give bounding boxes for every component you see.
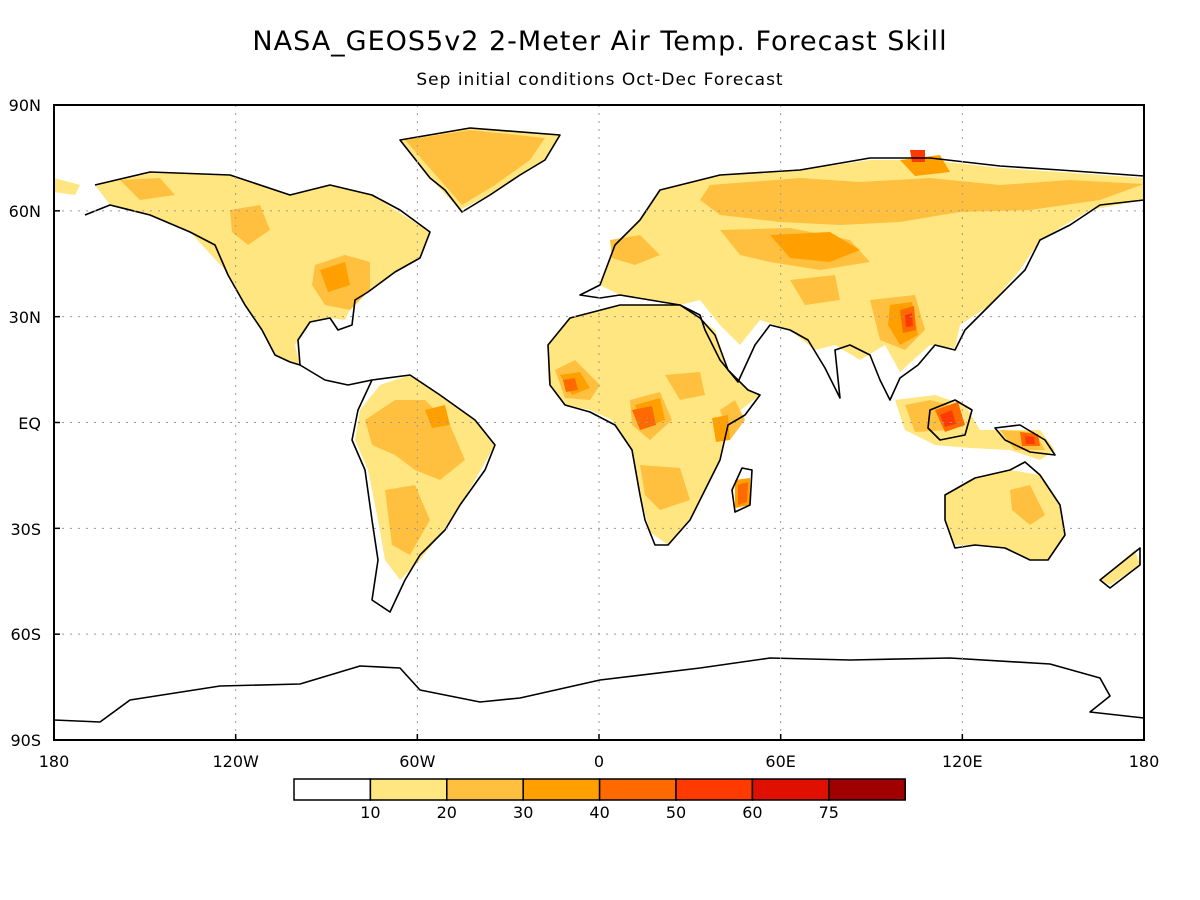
colorbar-swatch-3 bbox=[522, 778, 601, 801]
colorbar: 10 20 30 40 50 60 75 bbox=[293, 778, 906, 822]
coast-new-zealand bbox=[1099, 547, 1141, 589]
lon-labels: 180 120W 60W 0 60E 120E 180 bbox=[39, 752, 1160, 771]
coast-borneo bbox=[927, 399, 973, 441]
lon-label-60w: 60W bbox=[399, 752, 435, 771]
lat-label-eq: EQ bbox=[18, 414, 41, 433]
coast-australia bbox=[944, 461, 1066, 561]
colorbar-label-4: 50 bbox=[666, 803, 686, 822]
lat-label-90s: 90S bbox=[10, 731, 41, 750]
colorbar-label-6: 75 bbox=[819, 803, 839, 822]
colorbar-label-5: 60 bbox=[742, 803, 762, 822]
colorbar-label-0: 10 bbox=[360, 803, 380, 822]
colorbar-swatch-4 bbox=[598, 778, 677, 801]
colorbar-label-3: 40 bbox=[589, 803, 609, 822]
lon-label-180e: 180 bbox=[1129, 752, 1160, 771]
lon-label-0: 0 bbox=[594, 752, 604, 771]
coastlines bbox=[54, 127, 1144, 723]
coast-africa bbox=[547, 304, 761, 546]
coast-greenland bbox=[399, 127, 561, 213]
graticule bbox=[54, 105, 1144, 740]
lon-label-120w: 120W bbox=[212, 752, 259, 771]
lat-label-90n: 90N bbox=[9, 96, 41, 115]
lat-label-30n: 30N bbox=[9, 308, 41, 327]
lat-label-60s: 60S bbox=[10, 625, 41, 644]
coast-antarctica bbox=[54, 657, 1144, 723]
lon-label-120e: 120E bbox=[942, 752, 983, 771]
coast-north-america bbox=[84, 171, 431, 366]
map-title: NASA_GEOS5v2 2-Meter Air Temp. Forecast … bbox=[252, 26, 948, 57]
colorbar-swatch-7 bbox=[828, 778, 906, 801]
colorbar-swatch-6 bbox=[751, 778, 830, 801]
lat-label-60n: 60N bbox=[9, 202, 41, 221]
colorbar-swatch-0 bbox=[293, 778, 372, 801]
lon-label-60e: 60E bbox=[765, 752, 795, 771]
coast-south-america bbox=[351, 374, 496, 613]
lat-label-30s: 30S bbox=[10, 520, 41, 539]
axis-ticks bbox=[54, 104, 964, 740]
coast-new-guinea bbox=[994, 424, 1056, 456]
coast-madagascar bbox=[731, 467, 753, 513]
map-panel: 90N 60N 30N EQ 30S 60S 90S 180 120W 60W … bbox=[9, 96, 1160, 771]
lat-labels: 90N 60N 30N EQ 30S 60S 90S bbox=[9, 96, 41, 750]
colorbar-swatch-2 bbox=[446, 778, 524, 801]
lon-label-180w: 180 bbox=[39, 752, 70, 771]
colorbar-swatch-1 bbox=[369, 778, 448, 801]
colorbar-swatch-5 bbox=[675, 778, 754, 801]
coast-central-america bbox=[299, 364, 373, 386]
map-subtitle: Sep initial conditions Oct-Dec Forecast bbox=[416, 70, 784, 90]
colorbar-label-2: 30 bbox=[513, 803, 533, 822]
colorbar-label-1: 20 bbox=[437, 803, 457, 822]
coast-eurasia bbox=[579, 157, 1144, 401]
